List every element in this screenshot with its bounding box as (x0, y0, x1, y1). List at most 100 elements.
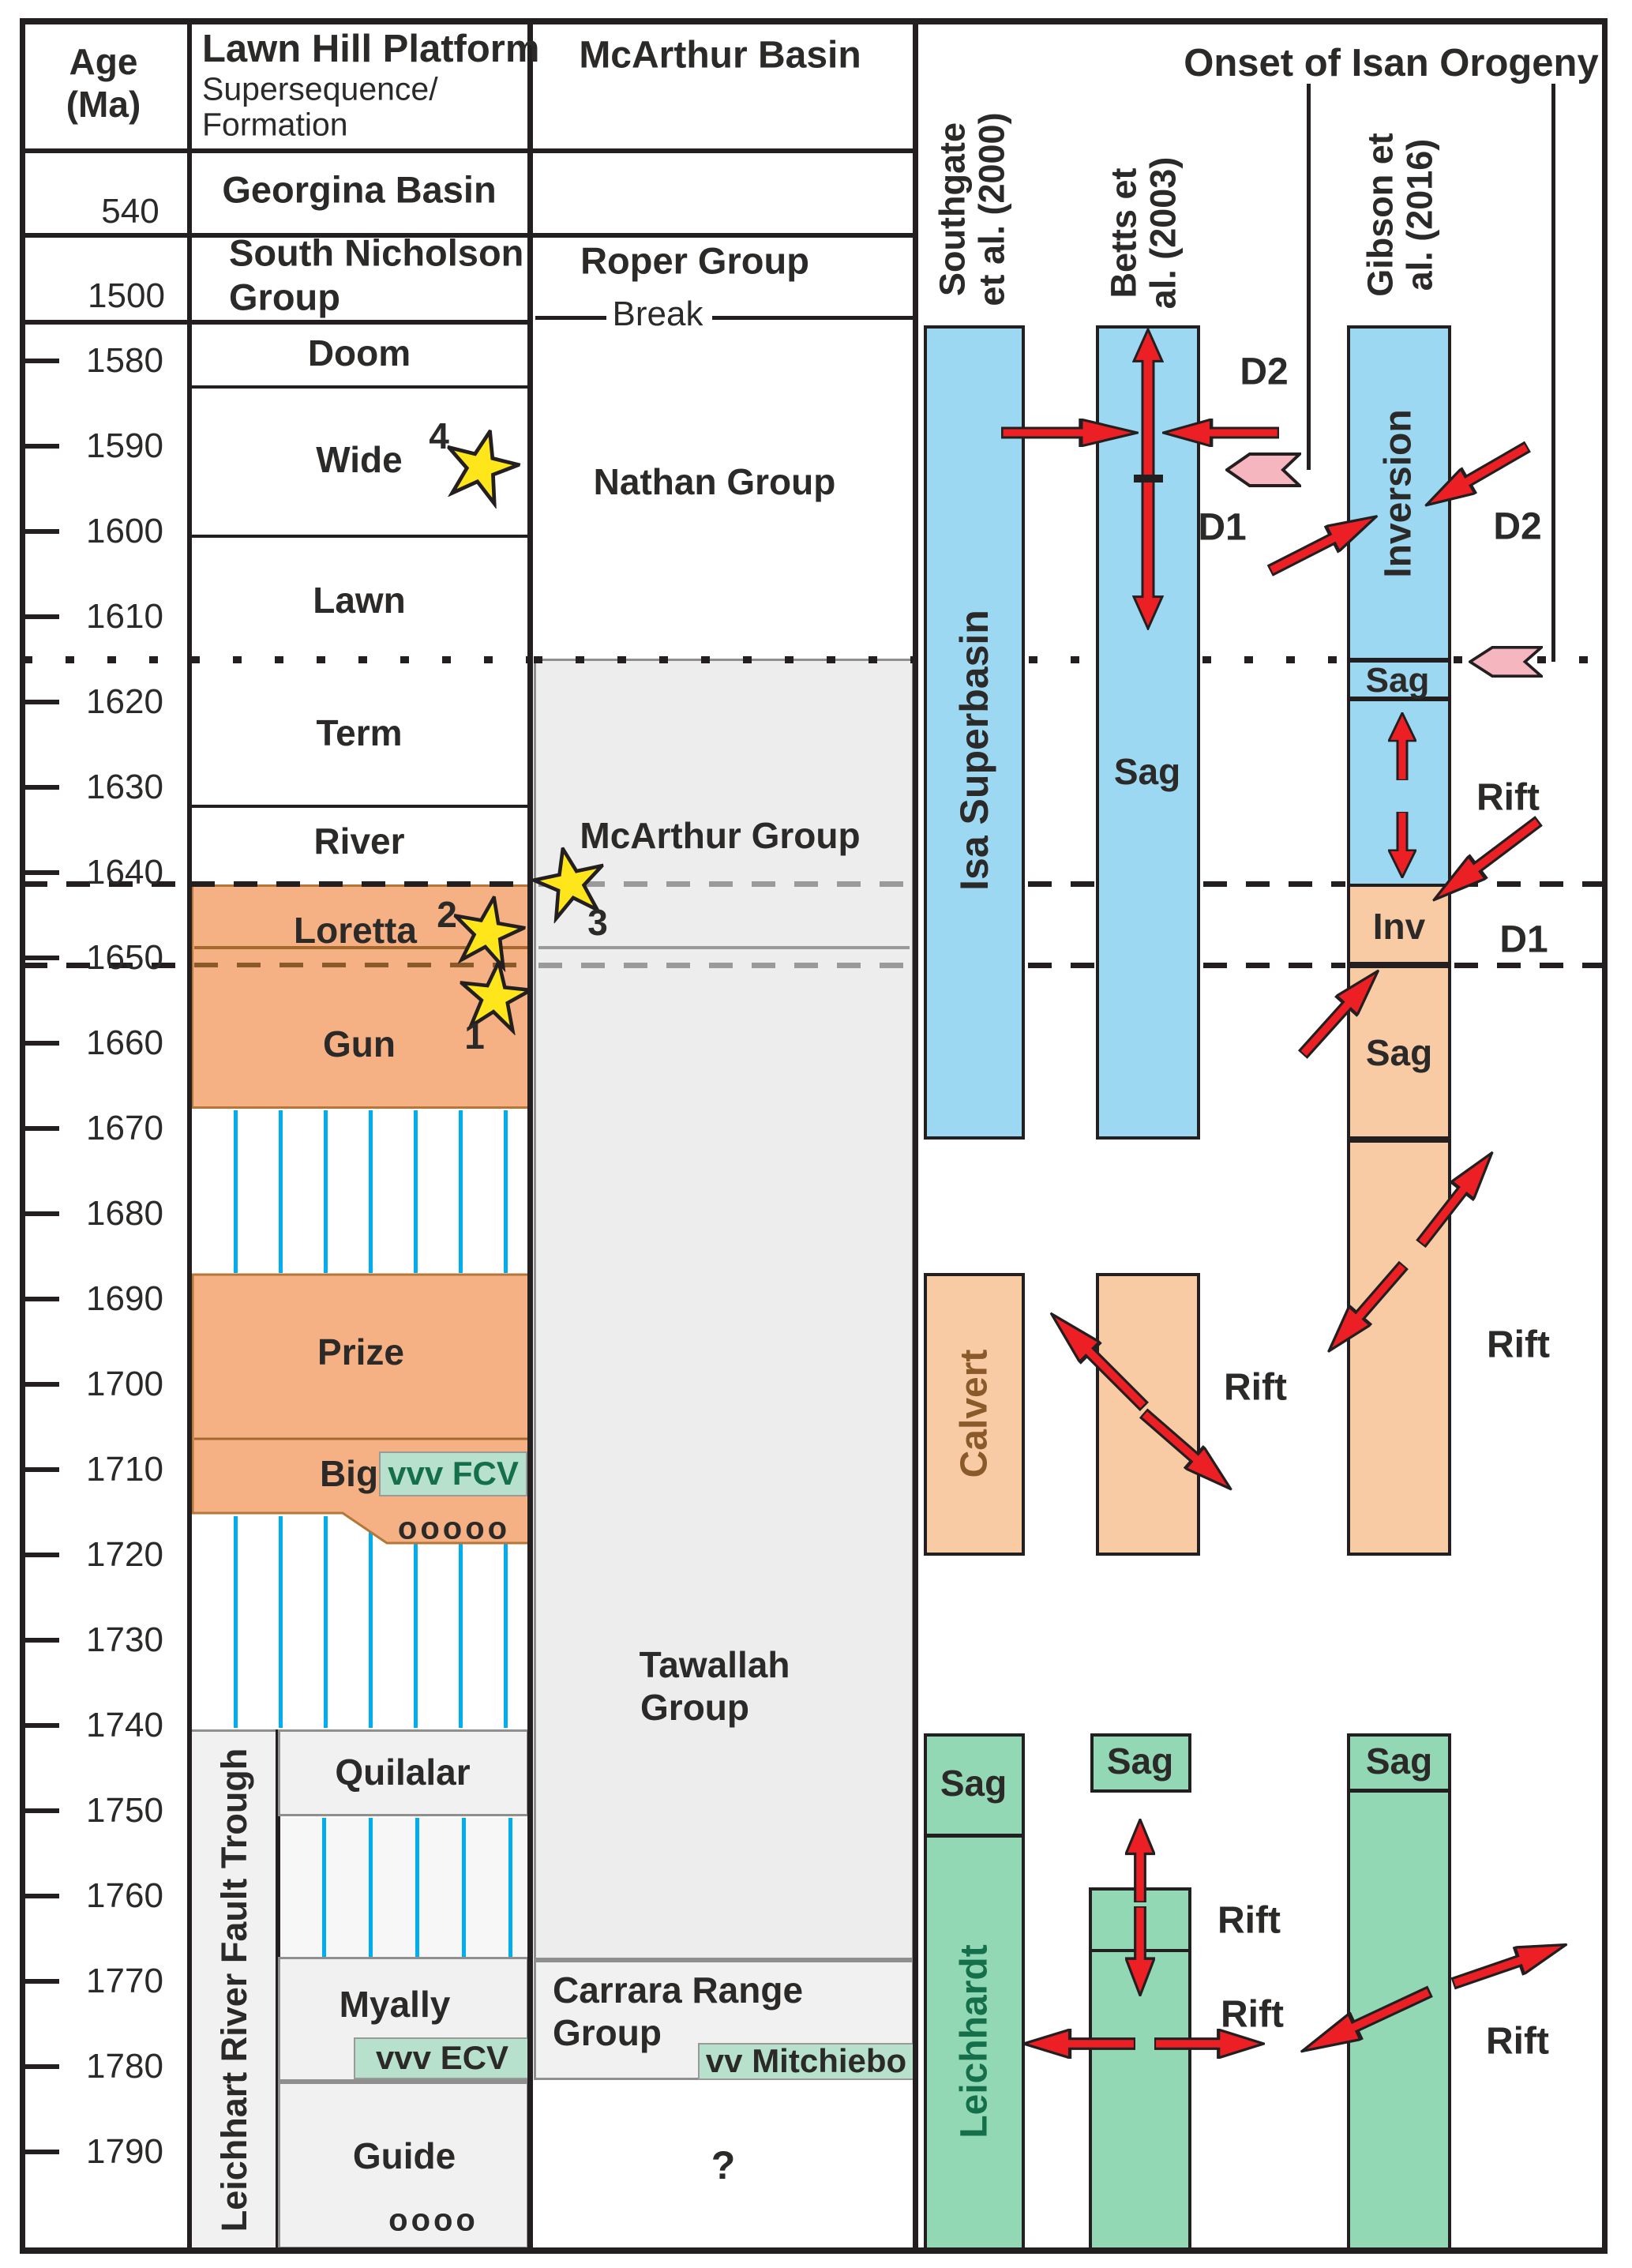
red-arrow-icon-betts-low-right (1154, 2029, 1265, 2059)
nathan-group-label: Nathan Group (593, 461, 836, 502)
isan-orogeny-title: Onset of Isan Orogeny (1184, 42, 1599, 84)
dashed-1641-gap3 (1454, 881, 1603, 887)
gibson-sag-lower-line (1347, 1789, 1451, 1793)
betts-rift-lower2-label: Rift (1221, 1993, 1284, 2036)
star-label-4: 4 (429, 415, 449, 456)
tawallah-group-line2: Group (640, 1687, 749, 1728)
star-icon-3 (527, 843, 608, 925)
lawnhill-column-divider (527, 18, 533, 2251)
tick-1790 (21, 2150, 59, 2154)
star-label-1: 1 (464, 1016, 485, 1057)
mitchiebo-label: vv Mitchiebo (705, 2042, 907, 2079)
outer-border-right (1602, 18, 1608, 2254)
pink-chevron-icon-d1-onset (1225, 452, 1301, 487)
lawnhill-header-sub1: Supersequence/ (202, 70, 438, 107)
red-arrow-icon-gibson-low-sw (1296, 1984, 1435, 2054)
gibson-header-line1: Gibson et (1360, 133, 1401, 297)
gibson-column-header: Gibson et al. (2016) (1360, 133, 1441, 297)
row-label-term: Term (316, 712, 403, 753)
isa-superbasin-label: Isa Superbasin (952, 610, 996, 891)
dashed-1653-age-col (24, 963, 187, 968)
tick-1780 (21, 2064, 59, 2069)
southgate-header-line2: et al. (2000) (972, 112, 1012, 306)
lawnhill-dashed-1653 (194, 963, 527, 967)
dotted-1615-mcarthur (534, 656, 913, 663)
guide-box (278, 2082, 529, 2249)
dashed-1641-lawnhill (191, 881, 527, 887)
mcarthur-column-divider (913, 18, 918, 2251)
betts-rift-lower1-label: Rift (1217, 1899, 1281, 1942)
red-arrow-icon-gibson-upleft-compress (1265, 514, 1381, 577)
red-arrow-icon-gibson-upright-compress (1422, 440, 1533, 508)
southgate-isa-superbasin-bar (924, 325, 1025, 1140)
fcv-volcanics-box (379, 1451, 527, 1496)
tick-label-1740: 1740 (86, 1706, 163, 1744)
gibson-inv-box (1347, 884, 1451, 965)
tick-1670 (21, 1126, 59, 1131)
tick-label-1790: 1790 (86, 2132, 163, 2171)
red-arrow-icon-betts-low-up (1125, 1819, 1155, 1902)
dotted-1615-gap2 (1202, 656, 1345, 663)
star-icon-1 (456, 956, 535, 1036)
tick-label-1590: 1590 (86, 426, 163, 465)
betts-sag-lower-label: Sag (1106, 1740, 1174, 1782)
tick-label-1620: 1620 (86, 682, 163, 721)
carrara-range-line2: Group (553, 2012, 662, 2053)
red-arrow-icon-gibson-rift-sw (1326, 1260, 1410, 1355)
row-label-guide: Guide (352, 2135, 456, 2176)
georgina-row-line (20, 233, 918, 238)
gibson-inv-label: Inv (1372, 906, 1426, 947)
row-label-big: Big (319, 1453, 379, 1494)
tick-label-1650: 1650 (86, 938, 163, 977)
betts-sag-lower-box (1090, 1733, 1191, 1793)
tick-label-1700: 1700 (86, 1365, 163, 1403)
gibson-leichhardt-bar (1347, 1733, 1451, 2251)
mcarthur-tawallah-gray-block (534, 659, 914, 1960)
wide-lawn-line (191, 535, 527, 538)
southgate-column-header: Southgate et al. (2000) (932, 112, 1013, 306)
ooooo-label: ooooo (397, 1511, 511, 1546)
betts-arrow-tick (1134, 475, 1163, 483)
break-label: Break (612, 295, 703, 333)
row-label-prize: Prize (317, 1331, 404, 1372)
tick-label-1640: 1640 (86, 853, 163, 892)
gibson-rift-mid-label: Rift (1487, 1324, 1550, 1366)
outer-border-top (20, 18, 1608, 24)
row-label-myally: Myally (339, 1984, 451, 2025)
tick-label-1770: 1770 (86, 1962, 163, 2000)
question-mark-label: ? (711, 2143, 736, 2187)
age-column-divider (187, 18, 192, 2251)
tick-label-1690: 1690 (86, 1279, 163, 1318)
lawnhill-header-title: Lawn Hill Platform (202, 28, 540, 70)
carrara-range-line1: Carrara Range (553, 1969, 804, 2011)
tick-1610 (21, 614, 59, 619)
mcarthur-dashed-1653 (538, 963, 910, 968)
betts-header-line1: Betts et (1103, 167, 1144, 299)
tick-1650 (21, 956, 59, 960)
fcv-label: vvv FCV (388, 1455, 519, 1492)
dashed-1653-gap2 (1203, 963, 1345, 968)
tick-1630 (21, 785, 59, 790)
isan-onset-line-d2 (1551, 84, 1555, 662)
dotted-1615-lawnhill (191, 656, 527, 663)
tick-label-1670: 1670 (86, 1109, 163, 1147)
gibson-rift-bar (1347, 1140, 1451, 1556)
southgate-sag-label: Sag (940, 1763, 1007, 1804)
gibson-sag-lower-label: Sag (1365, 1740, 1433, 1782)
red-arrow-icon-betts-low-left (1022, 2029, 1135, 2059)
loretta-gun-boundary-line (194, 946, 527, 949)
southgate-sag-line (924, 1834, 1025, 1838)
age-header-line1: Age (69, 41, 138, 82)
quilalar-box (278, 1729, 529, 1816)
gibson-sag-box-top-line (1347, 658, 1451, 663)
mcarthur-dashed-1641 (538, 881, 910, 887)
row-label-doom: Doom (307, 332, 411, 374)
age-header-line2: (Ma) (66, 84, 141, 125)
ecv-volcanics-box (354, 2037, 529, 2079)
mcarthur-solid-line-1651 (538, 946, 910, 949)
tick-1730 (21, 1638, 59, 1643)
tick-label-1580: 1580 (86, 341, 163, 380)
oooo-label: oooo (388, 2202, 478, 2238)
tick-label-1750: 1750 (86, 1791, 163, 1830)
